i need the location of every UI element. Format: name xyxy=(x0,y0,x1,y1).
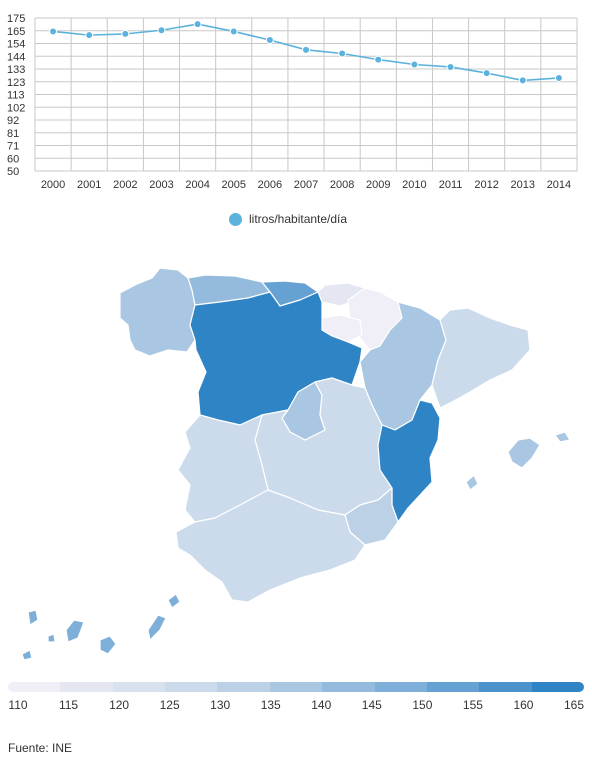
y-tick-label: 92 xyxy=(7,115,19,127)
x-tick-label: 2006 xyxy=(258,179,282,191)
chart-grid xyxy=(34,17,578,172)
scale-label: 130 xyxy=(210,698,231,712)
x-tick-label: 2001 xyxy=(77,179,101,191)
y-tick-label: 144 xyxy=(7,51,25,63)
y-tick-label: 154 xyxy=(7,39,25,51)
x-tick-label: 2000 xyxy=(41,179,65,191)
x-tick-label: 2012 xyxy=(474,179,498,191)
legend-marker-icon xyxy=(229,212,242,226)
y-tick-label: 71 xyxy=(7,141,19,153)
x-tick-label: 2002 xyxy=(113,179,137,191)
data-point[interactable] xyxy=(229,27,238,36)
y-tick-label: 113 xyxy=(7,90,25,102)
data-point[interactable] xyxy=(302,45,310,54)
scale-segment xyxy=(426,682,480,692)
x-axis-labels: 2000 2001 2002 2003 2004 2005 2006 2007 2008 2009… xyxy=(41,179,571,191)
region-cataluna[interactable] xyxy=(431,307,531,409)
y-tick-label: 133 xyxy=(7,64,25,76)
y-tick-label: 60 xyxy=(7,153,19,165)
x-tick-label: 2014 xyxy=(547,179,571,191)
color-scale-bar xyxy=(8,682,584,692)
data-point[interactable] xyxy=(446,62,455,71)
data-point[interactable] xyxy=(338,49,347,58)
scale-label: 155 xyxy=(462,698,483,712)
scale-segment xyxy=(112,682,166,692)
scale-label: 140 xyxy=(311,698,332,712)
data-point[interactable] xyxy=(85,31,94,40)
region-canarias[interactable] xyxy=(21,593,181,661)
x-tick-label: 2010 xyxy=(402,179,426,191)
region-andalucia[interactable] xyxy=(175,489,366,603)
scale-label: 115 xyxy=(58,698,79,712)
scale-segment xyxy=(479,682,532,692)
region-comunidad-valenciana[interactable] xyxy=(377,399,441,523)
color-scale-labels: 110 115 120 125 130 135 140 145 150 155 160 165 xyxy=(0,698,592,714)
scale-segment xyxy=(165,682,218,692)
y-tick-label: 102 xyxy=(7,102,25,114)
data-point[interactable] xyxy=(410,60,419,69)
x-tick-label: 2009 xyxy=(366,179,390,191)
scale-label: 150 xyxy=(412,698,433,712)
data-point[interactable] xyxy=(121,29,130,38)
data-point[interactable] xyxy=(157,26,166,35)
y-tick-label: 50 xyxy=(7,166,19,178)
legend-label: litros/habitante/día xyxy=(249,212,348,226)
spain-choropleth-map xyxy=(21,267,571,661)
data-point[interactable] xyxy=(482,69,491,78)
x-tick-label: 2004 xyxy=(185,179,209,191)
y-tick-label: 81 xyxy=(7,128,19,140)
scale-label: 145 xyxy=(361,698,382,712)
scale-segment xyxy=(269,682,323,692)
x-tick-label: 2007 xyxy=(294,179,318,191)
x-tick-label: 2003 xyxy=(149,179,173,191)
y-tick-label: 123 xyxy=(7,77,25,89)
y-tick-label: 165 xyxy=(7,26,25,38)
scale-segment xyxy=(217,682,270,692)
scale-label: 125 xyxy=(159,698,180,712)
x-tick-label: 2005 xyxy=(221,179,245,191)
x-tick-label: 2011 xyxy=(439,179,463,191)
scale-label: 165 xyxy=(563,698,585,712)
region-galicia[interactable] xyxy=(119,267,196,357)
scale-segment xyxy=(322,682,375,692)
chart-series xyxy=(49,20,563,85)
data-point[interactable] xyxy=(193,20,202,29)
data-point[interactable] xyxy=(518,76,527,85)
chart-legend[interactable]: litros/habitante/día xyxy=(229,212,347,226)
x-tick-label: 2013 xyxy=(511,179,535,191)
data-point[interactable] xyxy=(554,73,563,82)
scale-segment xyxy=(60,682,113,692)
source-note: Fuente: INE xyxy=(8,741,73,755)
scale-label: 160 xyxy=(513,698,534,712)
y-tick-label: 175 xyxy=(7,13,25,25)
scale-label: 110 xyxy=(8,698,28,712)
scale-label: 135 xyxy=(260,698,281,712)
data-point[interactable] xyxy=(374,55,383,64)
x-tick-label: 2008 xyxy=(330,179,354,191)
data-point[interactable] xyxy=(265,36,274,45)
scale-label: 120 xyxy=(109,698,130,712)
scale-segment xyxy=(531,682,584,692)
region-baleares[interactable] xyxy=(465,431,571,491)
data-point[interactable] xyxy=(49,27,58,36)
scale-segment xyxy=(8,682,61,692)
scale-segment xyxy=(374,682,427,692)
